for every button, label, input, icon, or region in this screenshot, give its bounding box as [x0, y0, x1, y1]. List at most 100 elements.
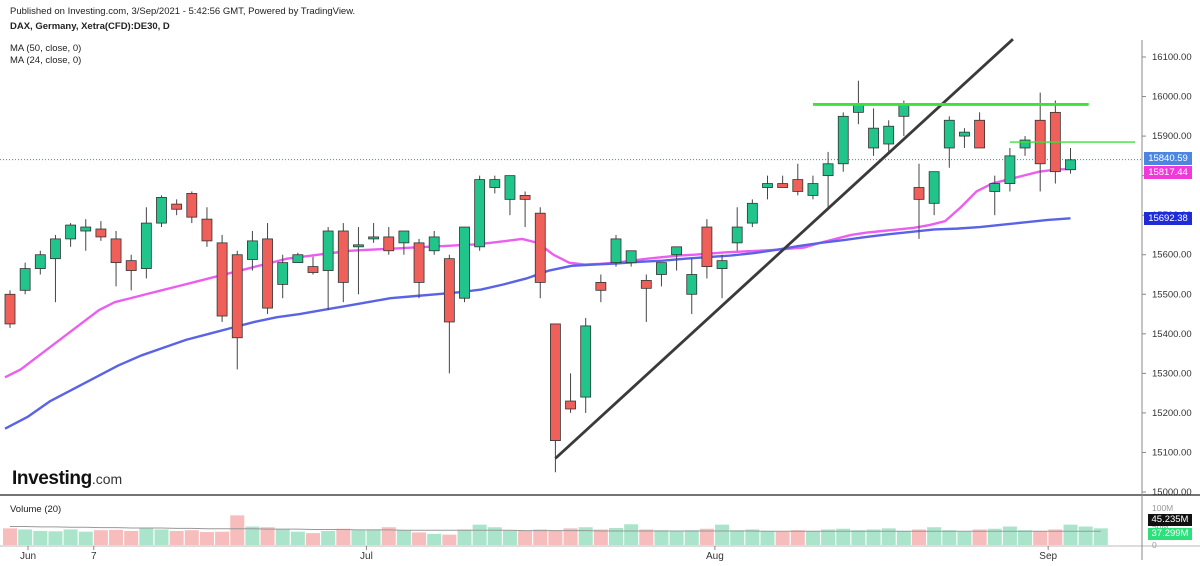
candle-body	[459, 226, 470, 299]
candle-body	[216, 242, 228, 317]
candle-body	[701, 226, 713, 267]
volume-bar	[154, 529, 169, 545]
volume-bar	[609, 527, 623, 545]
volume-bar	[260, 527, 275, 545]
ma24-legend[interactable]: MA (24, close, 0)	[10, 55, 82, 66]
volume-bar	[199, 532, 214, 545]
volume-bar	[184, 530, 199, 545]
candle	[565, 373, 576, 413]
x-tick-label: Aug	[706, 551, 724, 562]
candle	[201, 207, 213, 247]
volume-bar	[1048, 529, 1063, 545]
candle	[110, 231, 122, 287]
candle	[50, 234, 61, 303]
candle-body	[474, 179, 486, 248]
candle	[1065, 147, 1076, 174]
candle	[474, 175, 486, 251]
candle	[95, 221, 107, 241]
candle-body	[656, 262, 667, 275]
volume-bar	[93, 530, 108, 545]
candle-body	[640, 280, 652, 289]
symbol-title: DAX, Germany, Xetra(CFD):DE30, D	[10, 21, 170, 32]
candle	[777, 175, 789, 188]
candle-body	[837, 115, 849, 165]
candle	[822, 151, 834, 208]
y-tick-label: 15400.00	[1152, 329, 1192, 340]
volume-bar	[275, 529, 290, 545]
candle-body	[504, 175, 516, 200]
candle-body	[292, 254, 304, 264]
volume-bar	[699, 528, 714, 545]
candle	[534, 207, 546, 299]
candle-body	[519, 195, 531, 200]
candle	[1019, 136, 1031, 156]
candle	[807, 175, 819, 200]
volume-bar	[669, 530, 684, 545]
volume-bar	[18, 529, 33, 545]
candle-body	[1019, 139, 1031, 149]
candle	[125, 254, 137, 291]
candle-body	[610, 238, 622, 264]
candle-body	[792, 179, 804, 192]
volume-ma-tag: 37.299M	[1148, 528, 1192, 540]
candle-body	[4, 293, 16, 325]
support-trendline	[554, 38, 1014, 460]
volume-bar	[821, 529, 836, 545]
volume-bar	[942, 530, 957, 545]
candle	[398, 230, 410, 255]
candle-body	[186, 193, 198, 218]
candle	[625, 250, 637, 267]
candle	[262, 223, 273, 315]
volume-bar	[518, 530, 533, 545]
volume-bar	[639, 529, 654, 545]
y-tick-label: 16000.00	[1152, 92, 1192, 103]
candle	[34, 250, 46, 275]
candle	[716, 254, 728, 299]
candle	[186, 191, 198, 224]
ma50-legend[interactable]: MA (50, close, 0)	[10, 43, 82, 54]
candle-body	[625, 250, 637, 264]
volume-bar	[245, 526, 260, 545]
candle-body	[671, 246, 682, 256]
volume-bar	[563, 528, 578, 545]
candle-body	[262, 238, 273, 309]
candle-body	[383, 236, 395, 252]
candle-body	[898, 104, 910, 117]
candle	[868, 108, 879, 156]
candle	[640, 274, 652, 322]
volume-bar	[957, 531, 972, 545]
y-tick-label: 16100.00	[1152, 52, 1192, 63]
candle	[489, 175, 501, 194]
volume-bar	[33, 530, 48, 545]
volume-bar	[48, 531, 63, 545]
candle	[883, 120, 895, 152]
candle	[853, 80, 864, 125]
candle	[580, 318, 592, 413]
y-tick-label: 15100.00	[1152, 447, 1192, 458]
candle	[80, 219, 92, 251]
y-tick-label: 15600.00	[1152, 250, 1192, 261]
volume-bar	[230, 515, 245, 545]
volume-ma-line	[10, 526, 1101, 532]
y-tick-label: 15200.00	[1152, 408, 1192, 419]
volume-bar	[1033, 530, 1048, 545]
volume-tick-label: 50M	[1152, 522, 1169, 532]
volume-legend[interactable]: Volume (20)	[10, 504, 62, 515]
y-tick-label: 15900.00	[1152, 131, 1192, 142]
candle-body	[868, 127, 879, 149]
candle	[156, 195, 167, 228]
candle	[610, 234, 622, 267]
candle-body	[171, 203, 183, 210]
volume-bar	[351, 530, 366, 545]
candle-body	[140, 222, 152, 269]
volume-bar	[412, 532, 427, 545]
candle-body	[580, 325, 592, 398]
candle-body	[201, 218, 213, 242]
candle-body	[550, 323, 561, 441]
volume-bar	[715, 524, 730, 545]
volume-bar	[578, 527, 593, 545]
published-note: Published on Investing.com, 3/Sep/2021 -…	[10, 6, 356, 17]
ma24-price-tag: 15817.44	[1144, 166, 1192, 179]
ma50-price-tag: 15692.38	[1144, 212, 1192, 225]
